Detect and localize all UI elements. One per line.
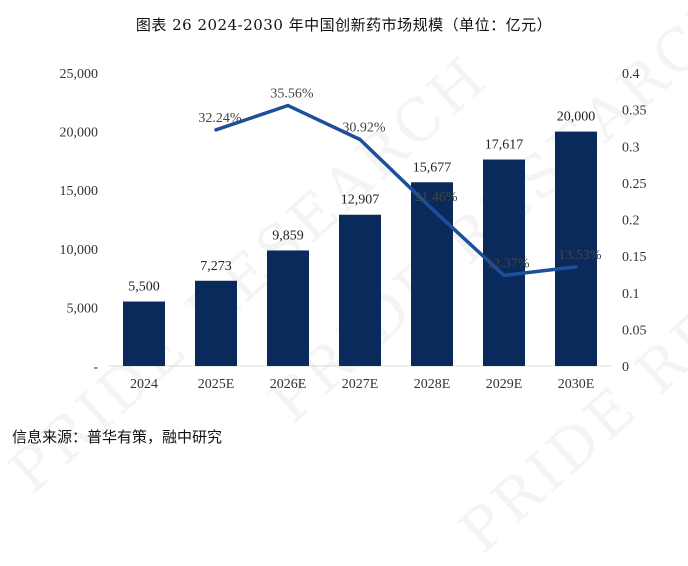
y-left-tick-label: 10,000 (60, 243, 99, 258)
x-tick-label: 2027E (342, 377, 379, 392)
chart-title: 图表 26 2024-2030 年中国创新药市场规模（单位：亿元） (135, 16, 553, 34)
bar-data-label: 12,907 (341, 193, 380, 208)
y-right-tick-label: 0.1 (622, 287, 640, 302)
bar-data-label: 15,677 (413, 160, 452, 175)
bar (411, 182, 453, 366)
bar-data-label: 9,859 (272, 228, 304, 243)
y-left-tick-label: 5,000 (67, 301, 99, 316)
x-tick-label: 2030E (558, 377, 595, 392)
line-data-label: 32.24% (198, 111, 242, 126)
y-left-tick-label: 25,000 (60, 67, 99, 82)
y-right-tick-label: 0.35 (622, 104, 647, 119)
bar-data-label: 20,000 (557, 110, 596, 125)
combo-chart: - 5,000 10,000 15,000 20,000 25,000 0 0.05 0.1 0.… (60, 67, 647, 392)
y-right-tick-label: 0.25 (622, 177, 647, 192)
line-data-label: 30.92% (342, 121, 386, 136)
x-tick-label: 2024 (130, 377, 158, 392)
line-data-label: 35.56% (270, 87, 314, 102)
y-right-tick-label: 0.15 (622, 250, 647, 265)
x-tick-label: 2028E (414, 377, 451, 392)
y-right-tick-label: 0.05 (622, 323, 647, 338)
y-right-tick-label: 0.4 (622, 67, 640, 82)
y-right-tick-label: 0.2 (622, 214, 640, 229)
y-right-tick-label: 0 (622, 360, 629, 375)
bar (339, 214, 381, 366)
y-right-tick-label: 0.3 (622, 140, 640, 155)
x-tick-label: 2029E (486, 377, 523, 392)
bar (123, 301, 165, 366)
line-data-label: 13.53% (558, 248, 602, 263)
growth-rate-line (214, 103, 578, 278)
bar-data-label: 5,500 (128, 280, 160, 295)
y-left-tick-label: - (93, 360, 98, 375)
line-data-label: 12.37% (486, 256, 530, 271)
x-tick-label: 2026E (270, 377, 307, 392)
y-left-tick-label: 15,000 (60, 184, 99, 199)
bar-data-label: 17,617 (485, 138, 524, 153)
bar (555, 131, 597, 366)
bar-data-label: 7,273 (200, 259, 232, 274)
source-note: 信息来源：普华有策，融中研究 (12, 428, 223, 446)
y-left-tick-label: 20,000 (60, 126, 99, 141)
x-tick-label: 2025E (198, 377, 235, 392)
bar (195, 280, 237, 366)
bar (267, 250, 309, 366)
line-data-label: 21.46% (414, 190, 458, 205)
